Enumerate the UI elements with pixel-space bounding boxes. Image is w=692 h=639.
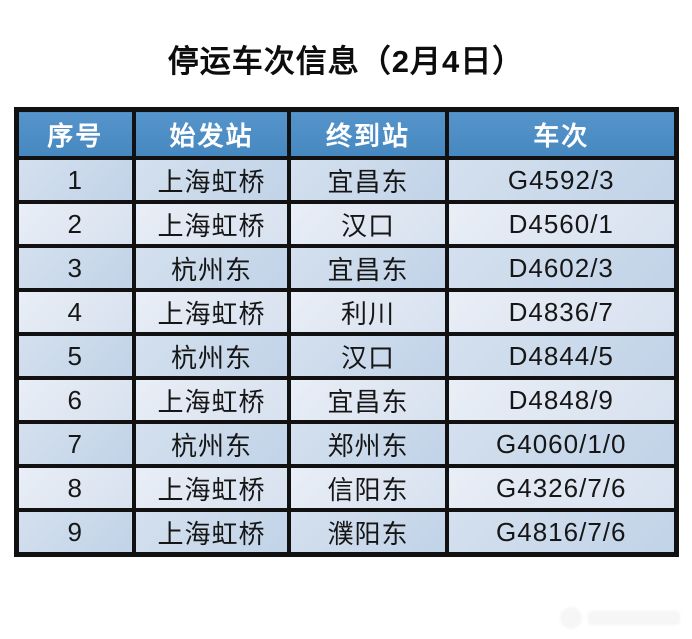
seq-cell: 9 (14, 508, 136, 557)
seq-cell: 8 (14, 464, 136, 512)
terminal-station-cell: 郑州东 (287, 420, 449, 468)
origin-station-cell: 上海虹桥 (132, 464, 291, 512)
seq-cell: 1 (14, 156, 136, 204)
seq-cell: 3 (14, 244, 136, 292)
watermark (560, 607, 680, 629)
terminal-station-cell: 宜昌东 (287, 244, 449, 292)
table-row: 5 杭州东 汉口 D4844/5 (14, 332, 678, 380)
origin-station-cell: 杭州东 (132, 244, 291, 292)
origin-station-cell: 上海虹桥 (132, 288, 291, 336)
terminal-station-cell: 宜昌东 (287, 156, 449, 204)
watermark-logo-icon (560, 607, 582, 629)
origin-station-cell: 上海虹桥 (132, 156, 291, 204)
train-number-cell: G4326/7/6 (445, 464, 678, 512)
table-row: 6 上海虹桥 宜昌东 D4848/9 (14, 376, 678, 424)
column-header: 终到站 (287, 107, 449, 160)
terminal-station-cell: 汉口 (287, 332, 449, 380)
column-header: 车次 (445, 107, 678, 160)
train-number-cell: D4836/7 (445, 288, 678, 336)
origin-station-cell: 杭州东 (132, 420, 291, 468)
watermark-text-blur (588, 611, 680, 625)
column-header: 始发站 (132, 107, 291, 160)
origin-station-cell: 上海虹桥 (132, 200, 291, 248)
column-header: 序号 (14, 107, 136, 160)
seq-cell: 6 (14, 376, 136, 424)
header-row: 序号 始发站 终到站 车次 (14, 107, 678, 160)
seq-cell: 5 (14, 332, 136, 380)
table-row: 8 上海虹桥 信阳东 G4326/7/6 (14, 464, 678, 512)
table-row: 4 上海虹桥 利川 D4836/7 (14, 288, 678, 336)
terminal-station-cell: 利川 (287, 288, 449, 336)
table-body: 1 上海虹桥 宜昌东 G4592/3 2 上海虹桥 汉口 D4560/1 3 杭州东 宜昌东 D460… (14, 156, 678, 557)
terminal-station-cell: 宜昌东 (287, 376, 449, 424)
train-number-cell: G4060/1/0 (445, 420, 678, 468)
train-number-cell: D4848/9 (445, 376, 678, 424)
table-row: 2 上海虹桥 汉口 D4560/1 (14, 200, 678, 248)
seq-cell: 2 (14, 200, 136, 248)
train-number-cell: D4602/3 (445, 244, 678, 292)
table-row: 9 上海虹桥 濮阳东 G4816/7/6 (14, 508, 678, 557)
train-number-cell: D4844/5 (445, 332, 678, 380)
page-title: 停运车次信息（2月4日） (167, 44, 525, 79)
suspended-trains-table: 序号 始发站 终到站 车次 1 上海虹桥 宜昌东 G4592/3 2 上海虹桥 汉口 D4560/1… (13, 107, 679, 557)
terminal-station-cell: 汉口 (287, 200, 449, 248)
table-row: 3 杭州东 宜昌东 D4602/3 (14, 244, 678, 292)
terminal-station-cell: 濮阳东 (287, 508, 449, 557)
seq-cell: 4 (14, 288, 136, 336)
origin-station-cell: 上海虹桥 (132, 508, 291, 557)
table-container: 序号 始发站 终到站 车次 1 上海虹桥 宜昌东 G4592/3 2 上海虹桥 汉口 D4560/1… (13, 107, 679, 557)
seq-cell: 7 (14, 420, 136, 468)
table-row: 1 上海虹桥 宜昌东 G4592/3 (14, 156, 678, 204)
terminal-station-cell: 信阳东 (287, 464, 449, 512)
train-number-cell: D4560/1 (445, 200, 678, 248)
origin-station-cell: 上海虹桥 (132, 376, 291, 424)
train-number-cell: G4592/3 (445, 156, 678, 204)
origin-station-cell: 杭州东 (132, 332, 291, 380)
train-number-cell: G4816/7/6 (445, 508, 678, 557)
table-row: 7 杭州东 郑州东 G4060/1/0 (14, 420, 678, 468)
